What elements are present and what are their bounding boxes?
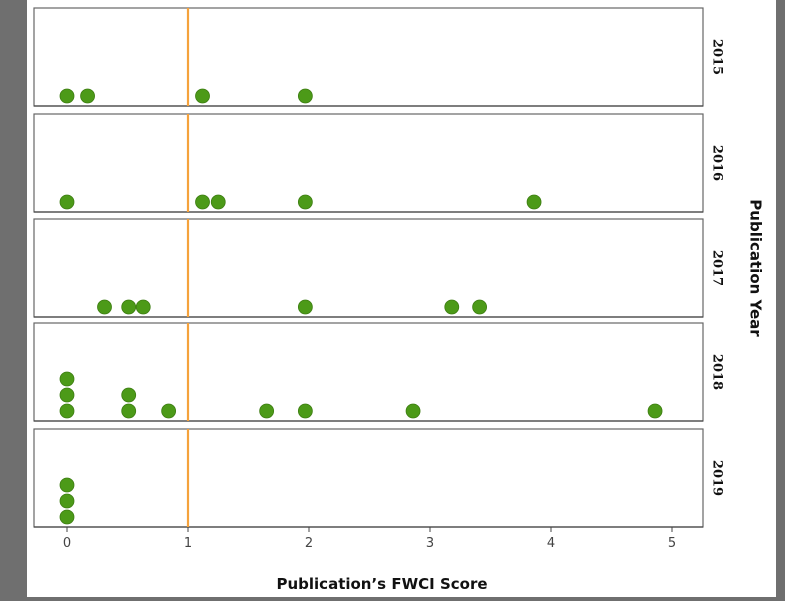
facet-panel-2019 (33, 428, 704, 528)
data-point (161, 403, 177, 419)
data-point (135, 299, 151, 315)
data-point (647, 403, 663, 419)
fwci-dot-plot: 2015 2016 2017 2018 2019 0 1 2 3 4 5 Publication’s … (33, 7, 765, 593)
data-point (59, 88, 75, 104)
facet-label-2018: 2018 (710, 354, 725, 390)
chart-area: 2015 2016 2017 2018 2019 0 1 2 3 4 5 Publication’s … (27, 0, 776, 597)
data-point (297, 88, 313, 104)
x-tick-label: 3 (426, 536, 434, 551)
data-point (210, 194, 226, 210)
x-tick-label: 0 (63, 536, 71, 551)
data-point (121, 299, 137, 315)
x-tick-label: 2 (305, 536, 313, 551)
data-point (97, 299, 112, 315)
data-point (59, 477, 75, 493)
data-point (405, 403, 421, 419)
x-axis-title: Publication’s FWCI Score (276, 575, 487, 593)
data-point (297, 194, 313, 210)
data-point (526, 194, 542, 210)
facet-panel-2015 (33, 7, 704, 107)
data-point (444, 299, 460, 315)
data-point (195, 194, 210, 210)
data-point (59, 194, 75, 210)
data-point (59, 509, 75, 525)
data-point (297, 403, 313, 419)
data-point (195, 88, 210, 104)
facet-label-2019: 2019 (710, 460, 725, 496)
data-point (121, 387, 137, 403)
x-tick-label: 4 (547, 536, 555, 551)
data-point (297, 299, 313, 315)
facet-label-2016: 2016 (710, 145, 725, 181)
data-point (59, 403, 75, 419)
x-tick-label: 5 (668, 536, 676, 551)
data-point (59, 387, 75, 403)
facet-label-2015: 2015 (710, 39, 725, 75)
data-point (59, 493, 75, 509)
data-point (259, 403, 275, 419)
facet-label-2017: 2017 (710, 250, 725, 286)
facet-panel-2016 (33, 113, 704, 213)
facet-axis-title: Publication Year (747, 199, 765, 337)
x-tick-label: 1 (184, 536, 192, 551)
data-point (59, 371, 75, 387)
data-point (472, 299, 488, 315)
data-point (121, 403, 137, 419)
facet-panel-2018 (33, 322, 704, 422)
window-edge (776, 0, 785, 597)
data-point (80, 88, 95, 104)
